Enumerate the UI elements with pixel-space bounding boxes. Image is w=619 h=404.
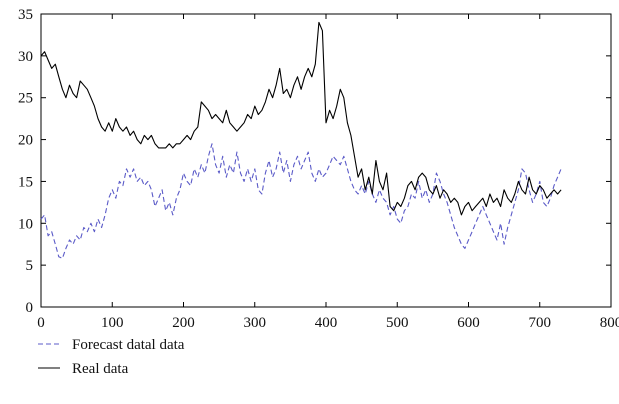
x-tick-label: 600	[457, 315, 480, 331]
y-tick-label: 30	[18, 49, 33, 65]
y-tick-label: 0	[26, 300, 34, 316]
legend-label: Forecast datal data	[72, 337, 185, 353]
series-line-forecast	[40, 143, 562, 259]
x-tick-label: 700	[529, 315, 552, 331]
y-axis-ticks: 0 5 10 15 20 25 30 35	[18, 7, 611, 316]
y-tick-label: 25	[18, 91, 33, 107]
x-tick-label: 800	[600, 315, 619, 331]
x-tick-label: 400	[315, 315, 338, 331]
y-tick-label: 20	[18, 133, 33, 149]
y-tick-label: 5	[26, 258, 34, 274]
series-line-real	[40, 21, 562, 216]
plot-area	[40, 13, 612, 308]
x-tick-label: 500	[386, 315, 409, 331]
x-axis-ticks: 0 100 200 300 400 500 600 700 800	[37, 14, 619, 331]
series-layer	[40, 21, 562, 259]
x-tick-label: 200	[172, 315, 195, 331]
y-tick-label: 10	[18, 216, 33, 232]
legend-label: Real data	[72, 361, 129, 377]
legend: Forecast datal data Real data	[38, 337, 185, 377]
x-tick-label: 300	[244, 315, 267, 331]
y-tick-label: 35	[18, 7, 33, 23]
x-tick-label: 0	[37, 315, 45, 331]
y-tick-label: 15	[18, 174, 33, 190]
x-tick-label: 100	[101, 315, 124, 331]
